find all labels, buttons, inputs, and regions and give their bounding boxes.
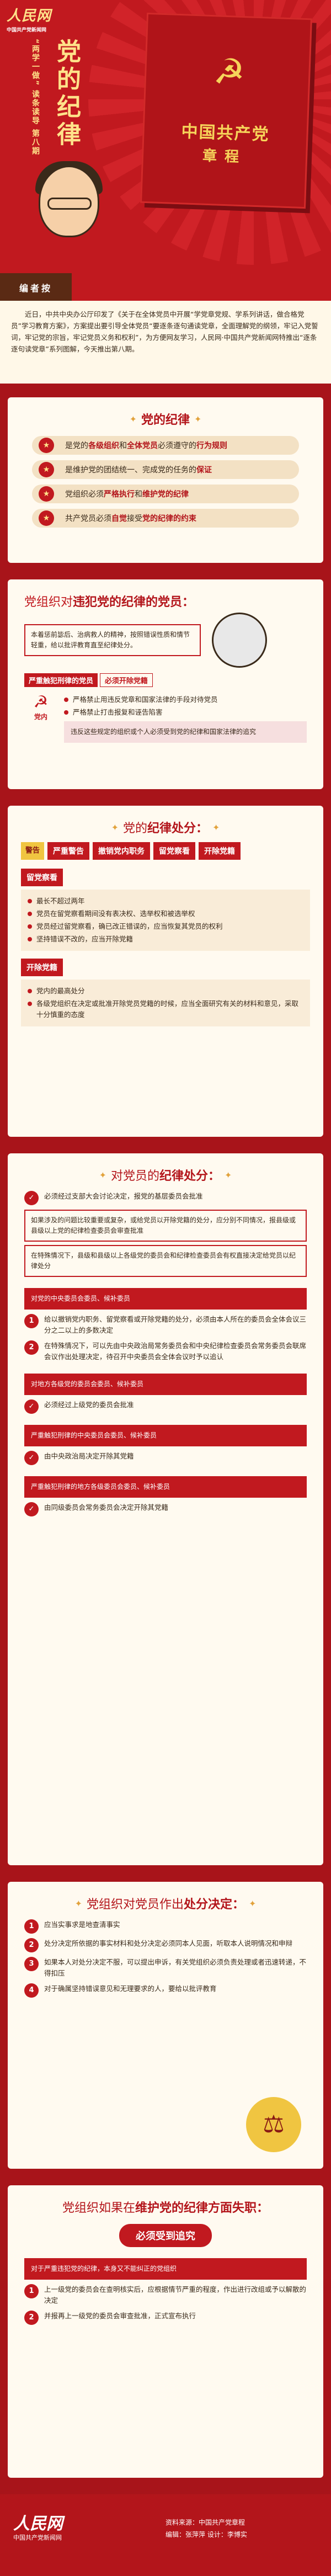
people-daily-logo: 人民网 中国共产党新闻网 [7, 4, 51, 33]
person-icon [212, 613, 267, 668]
section-title: 党组织对党员作出处分决定： [86, 1898, 245, 1912]
local-committee-heading: 对地方各级党的委员会委员、候补委员 [24, 1374, 307, 1395]
section-dereliction: 党组织如果在维护党的纪律方面失职： 必须受到追究 对于严重违犯党的纪律，本身又不… [8, 2185, 323, 2478]
sanction-expel: 开除党籍 [199, 842, 241, 860]
special-case-box: 在特殊情况下，县级和县级以上各级党的委员会和纪律检查委员会有权直接决定给党员以纪… [24, 1245, 307, 1277]
section-party-discipline: ✦ 党的纪律 ✦ ★ 是党的各级组织和全体党员必须遵守的行为规则 ★ 是维护党的团结… [8, 397, 323, 563]
star-icon: ★ [39, 462, 54, 477]
step-item: ✓ 由中央政治局决定开除其党籍 [24, 1451, 307, 1465]
step-item: 1 给以撤销党内职务、留党察看或开除党籍的处分，必须由本人所在的委员会全体会议三分… [24, 1314, 307, 1336]
sanction-warning: 警告 [21, 842, 45, 860]
source-credit: 资料来源：中国共产党章程 [166, 2519, 245, 2526]
local-criminal-heading: 严重触犯刑律的地方各级委员会委员、候补委员 [24, 1476, 307, 1498]
list-item: 党内的最高处分 [28, 986, 303, 997]
check-icon: ✓ [24, 1191, 39, 1205]
serious-violation-box: 对于严重违犯党的纪律，本身又不能纠正的党组织 [24, 2258, 307, 2280]
book-subtitle: 章程 [202, 147, 247, 166]
intro-paragraph: 近日，中共中央办公厅印发了《关于在全体党员中开展“学党章党规、学系列讲话，做合格… [0, 301, 331, 384]
list-item: 党员经过留党察看，确已改正错误的，应当恢复其党员的权利 [28, 921, 303, 932]
hero-banner: 人民网 中国共产党新闻网 “两学一做” 读条读导 第八期 党的纪律 ☭ 中国共产… [0, 0, 331, 309]
step-item: 2 在特殊情况下，可以先由中央政治局常务委员会和中央纪律检查委员会常务委员会联席会… [24, 1340, 307, 1362]
brand-sub: 中国共产党新闻网 [7, 28, 47, 33]
sanction-serious-warning: 严重警告 [47, 842, 90, 860]
list-item: ★ 是党的各级组织和全体党员必须遵守的行为规则 [32, 436, 299, 455]
accountability-note: 违反这些规定的组织或个人必须受到党的纪律和国家法律的追究 [64, 721, 307, 743]
footer: 人民网 中国共产党新闻网 资料来源：中国共产党章程 编辑：张萍萍 设计：李博实 [0, 2494, 331, 2576]
star-icon: ★ [39, 438, 54, 453]
list-item: 党员在留党察看期间没有表决权、选举权和被选举权 [28, 908, 303, 919]
expel-heading: 开除党籍 [21, 959, 63, 976]
list-item: 严格禁止用违反党章和国家法律的手段对待党员 [64, 694, 307, 705]
party-constitution-book: ☭ 中国共产党 章程 [140, 12, 312, 209]
expel-tag: 必须开除党籍 [99, 673, 153, 687]
central-committee-heading: 对党的中央委员会委员、候补委员 [24, 1288, 307, 1310]
glasses-icon [47, 198, 92, 210]
step-item: 1 上一级党的委员会在查明核实后，应根据情节严重的程度，作出进行改组或予以解散的决… [24, 2284, 307, 2306]
footer-logo: 人民网 [13, 2514, 63, 2534]
sanction-probation: 留党察看 [153, 842, 196, 860]
editor-avatar [11, 161, 121, 276]
list-item: ★ 共产党员必须自觉接受党的纪律的约束 [32, 509, 299, 528]
section-sanction-decision: ✦ 党组织对党员作出处分决定： ✦ 1 应当实事求是地查清事实 2 处分决定所依据的事实… [8, 1882, 323, 2169]
list-item: 各级党组织在决定或批准开除党员党籍的时候，应当全面研究有关的材料和意见，采取十分… [28, 998, 303, 1020]
step-item: 2 并报再上一级党的委员会审查批准，正式宣布执行 [24, 2311, 307, 2325]
sanction-levels: 警告 严重警告 撤销党内职务 留党察看 开除党籍 [21, 842, 310, 860]
step-item: 3 如果本人对处分决定不服，可以提出申诉，有关党组织必须负责处理或者迅速转递，不得… [24, 1957, 307, 1979]
step-item: ✓ 由同级委员会常务委员会决定开除其党籍 [24, 1502, 307, 1516]
step-item: 1 应当实事求是地查清事实 [24, 1919, 307, 1934]
star-icon: ★ [39, 486, 54, 502]
gavel-icon: ⚖ [246, 2097, 301, 2152]
footer-logo-sub: 中国共产党新闻网 [13, 2534, 62, 2541]
section-title: 党组织对违犯党的纪律的党员： [24, 595, 195, 609]
sanction-remove-post: 撤销党内职务 [93, 842, 151, 860]
list-item: 最长不超过两年 [28, 896, 303, 907]
section-title: 党的纪律 [141, 413, 190, 427]
section-title: 对党员的纪律处分： [110, 1169, 221, 1183]
party-flag-icon: ☭ [33, 693, 49, 712]
principle-box: 本着惩前毖后、治病救人的精神，按照错误性质和情节轻重，给以批评教育直至纪律处分。 [24, 624, 201, 656]
series-label: “两学一做” 读条读导 第八期 [31, 39, 40, 156]
page-title: 党的纪律 [52, 39, 81, 149]
book-title: 中国共产党 [181, 122, 270, 145]
section-violating-members: 党组织对违犯党的纪律的党员： 本着惩前毖后、治病救人的精神，按照错误性质和情节轻… [8, 579, 323, 789]
step-item: ✓ 必须经过支部大会讨论决定，报党的基层委员会批准 [24, 1191, 307, 1205]
probation-heading: 留党察看 [21, 869, 63, 886]
hammer-sickle-icon: ☭ [212, 51, 246, 94]
section-discipline-sanctions: ✦ 党的纪律处分： ✦ 警告 严重警告 撤销党内职务 留党察看 开除党籍 留党察看 … [8, 806, 323, 1137]
central-criminal-heading: 严重触犯刑律的中央委员会委员、候补委员 [24, 1425, 307, 1446]
step-item: ✓ 必须经过上级党的委员会批准 [24, 1399, 307, 1414]
criminal-member-tag: 严重触犯刑律的党员 [24, 673, 98, 687]
step-item: 4 对于确属坚持错误意见和无理要求的人，要给以批评教育 [24, 1983, 307, 1998]
editor-podium: 编者按 [0, 273, 72, 301]
editor-credit: 编辑：张萍萍 设计：李博实 [166, 2531, 247, 2538]
brand-name: 人民网 [7, 8, 52, 24]
section-title: 党组织如果在维护党的纪律方面失职： [62, 2201, 269, 2215]
accountability-banner: 必须受到追究 [119, 2224, 212, 2247]
complex-case-box: 如果涉及的问题比较重要或复杂，或给党员以开除党籍的处分，应分别不同情况，报县级或… [24, 1210, 307, 1242]
section-title: 党的纪律处分： [122, 822, 209, 835]
list-item: ★ 党组织必须严格执行和维护党的纪律 [32, 485, 299, 503]
star-icon: ★ [39, 510, 54, 526]
list-item: ★ 是维护党的团结统一、完成党的任务的保证 [32, 460, 299, 479]
inner-party-label: 党内 [34, 713, 47, 721]
step-item: 2 处分决定所依据的事实材料和处分决定必须同本人见面，听取本人说明情况和申辩 [24, 1938, 307, 1952]
list-item: 严格禁止打击报复和诬告陷害 [64, 707, 307, 718]
section-sanction-procedure: ✦ 对党员的纪律处分： ✦ ✓ 必须经过支部大会讨论决定，报党的基层委员会批准 如果涉… [8, 1153, 323, 1865]
list-item: 坚持错误不改的，应当开除党籍 [28, 934, 303, 945]
